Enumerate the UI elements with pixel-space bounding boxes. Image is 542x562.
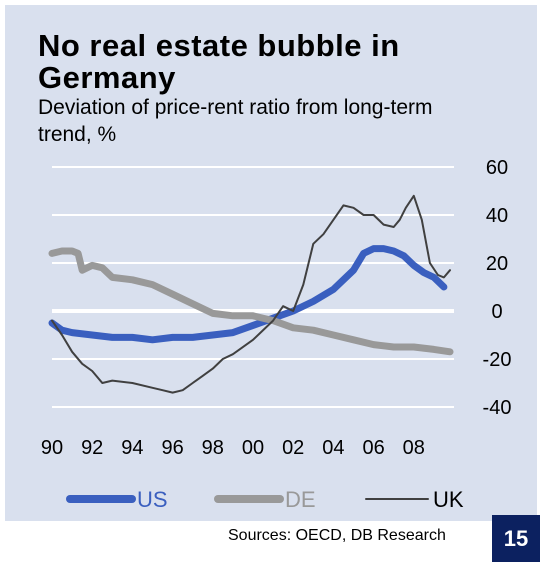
x-tick-label: 00 [242, 437, 264, 459]
y-tick-label: 0 [491, 301, 502, 323]
x-tick-label: 08 [403, 437, 425, 459]
y-tick-label: 60 [486, 157, 508, 179]
source-note: Sources: OECD, DB Research [228, 527, 446, 544]
x-tick-label: 02 [282, 437, 304, 459]
x-tick-label: 04 [322, 437, 344, 459]
page-number-badge: 15 [492, 515, 540, 562]
x-tick-label: 06 [362, 437, 384, 459]
x-tick-label: 98 [202, 437, 224, 459]
chart-subtitle: Deviation of price-rent ratio from long-… [38, 96, 433, 146]
legend-label-uk: UK [433, 487, 464, 512]
y-tick-label: -40 [483, 397, 512, 419]
x-tick-label: 94 [121, 437, 143, 459]
y-tick-label: 20 [486, 253, 508, 275]
series-line-de [48, 247, 454, 356]
x-tick-label: 92 [81, 437, 103, 459]
x-tick-label: 96 [161, 437, 183, 459]
x-tick-label: 90 [41, 437, 63, 459]
y-tick-label: -20 [483, 349, 512, 371]
chart-title: No real estate bubble in Germany [38, 28, 400, 95]
series-line-us [48, 245, 448, 344]
series-line-uk [51, 194, 451, 394]
legend-label-de: DE [285, 487, 316, 512]
y-tick-label: 40 [486, 205, 508, 227]
legend-label-us: US [137, 487, 168, 512]
